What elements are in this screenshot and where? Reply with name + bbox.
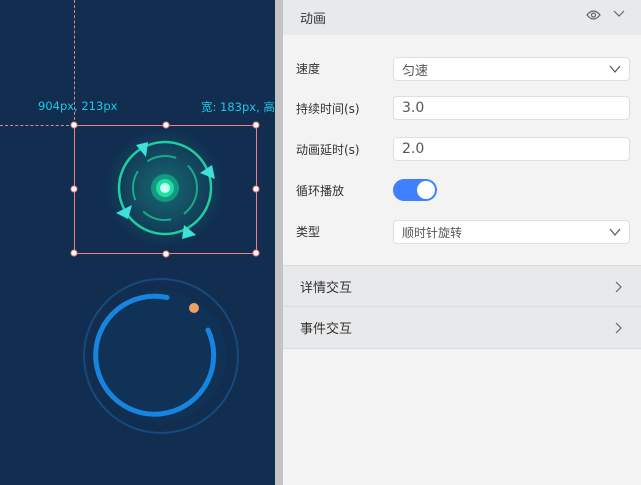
chevron-down-icon[interactable] — [613, 9, 625, 19]
toggle-knob — [417, 181, 435, 199]
event-interaction-section[interactable]: 事件交互 — [283, 307, 641, 349]
chevron-right-icon — [615, 322, 622, 334]
resize-handle-n[interactable] — [162, 121, 170, 129]
eye-icon[interactable] — [586, 9, 601, 21]
chevron-right-icon — [615, 281, 622, 293]
position-label: 904px, 213px — [38, 99, 118, 113]
resize-handle-sw[interactable] — [70, 249, 78, 257]
ring-widget[interactable] — [81, 276, 241, 436]
duration-input[interactable]: 3.0 — [393, 96, 630, 120]
size-label: 宽: 183px, 高: 128px — [201, 100, 275, 114]
delay-input[interactable]: 2.0 — [393, 137, 630, 161]
chevron-down-icon — [609, 65, 621, 73]
loop-label: 循环播放 — [296, 184, 345, 198]
event-section-title: 事件交互 — [300, 322, 353, 337]
design-canvas[interactable]: 904px, 213px 宽: 183px, 高: 128px — [0, 0, 275, 485]
speed-label: 速度 — [296, 62, 321, 76]
type-value: 顺时针旋转 — [402, 225, 463, 240]
properties-panel: 动画 速度 匀速 持续时间(s) 3.0 动画延时(s) 2.0 循环播放 类型… — [283, 0, 641, 485]
duration-label: 持续时间(s) — [296, 102, 360, 116]
delay-label: 动画延时(s) — [296, 143, 360, 157]
detail-interaction-section[interactable]: 详情交互 — [283, 265, 641, 307]
resize-handle-e[interactable] — [252, 185, 260, 193]
radar-widget[interactable] — [74, 125, 257, 253]
canvas-scrollbar[interactable] — [275, 0, 283, 485]
animation-section-title: 动画 — [300, 12, 327, 27]
speed-select[interactable]: 匀速 — [393, 57, 630, 81]
speed-value: 匀速 — [402, 63, 429, 79]
selection-box[interactable] — [74, 125, 257, 254]
resize-handle-w[interactable] — [70, 185, 78, 193]
loop-toggle[interactable] — [393, 179, 437, 201]
resize-handle-ne[interactable] — [252, 121, 260, 129]
animation-section-header[interactable]: 动画 — [283, 0, 641, 35]
type-label: 类型 — [296, 225, 321, 239]
horizontal-guide — [0, 125, 74, 126]
chevron-down-icon — [609, 228, 621, 236]
type-select[interactable]: 顺时针旋转 — [393, 220, 630, 244]
detail-section-title: 详情交互 — [300, 280, 353, 296]
vertical-guide — [74, 0, 75, 125]
resize-handle-nw[interactable] — [70, 121, 78, 129]
resize-handle-s[interactable] — [162, 250, 170, 258]
resize-handle-se[interactable] — [252, 249, 260, 257]
